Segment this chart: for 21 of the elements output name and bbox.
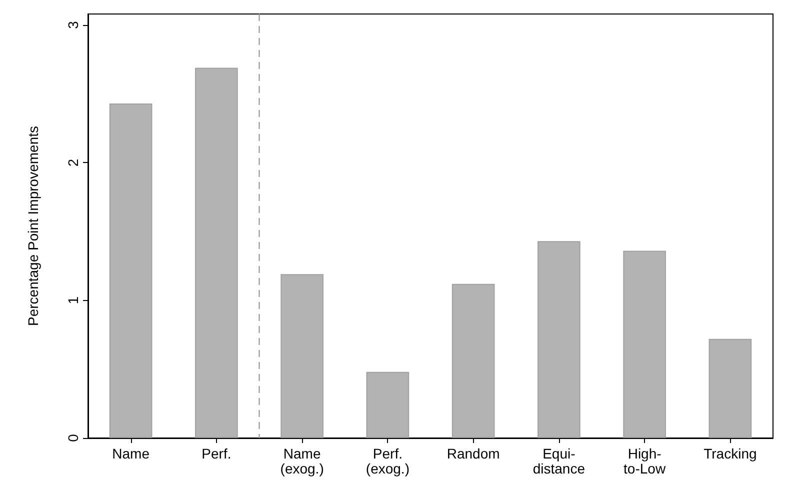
bar — [109, 103, 152, 438]
x-tick-label: Name (exog.) — [280, 446, 324, 476]
x-tick-label: Random — [446, 446, 500, 462]
bar — [452, 284, 495, 438]
x-tick-label: Tracking — [704, 446, 757, 462]
x-tick-label: Perf. (exog.) — [366, 446, 410, 476]
x-tick-label: High- to-Low — [624, 446, 666, 476]
y-tick-label: 2 — [65, 158, 81, 167]
y-axis-title: Percentage Point Improvements — [25, 126, 41, 326]
bar — [538, 241, 580, 438]
x-tick-label: Perf. — [202, 446, 232, 462]
bar — [708, 338, 752, 438]
bar — [280, 274, 324, 438]
y-tick-label: 3 — [65, 20, 81, 29]
bar — [366, 372, 410, 438]
x-tick-label: Equi- distance — [532, 446, 586, 476]
y-tick-label: 0 — [65, 434, 81, 442]
bar — [623, 250, 666, 438]
y-tick-label: 1 — [65, 296, 81, 304]
x-tick-label: Name — [112, 446, 150, 462]
bar — [195, 68, 238, 438]
